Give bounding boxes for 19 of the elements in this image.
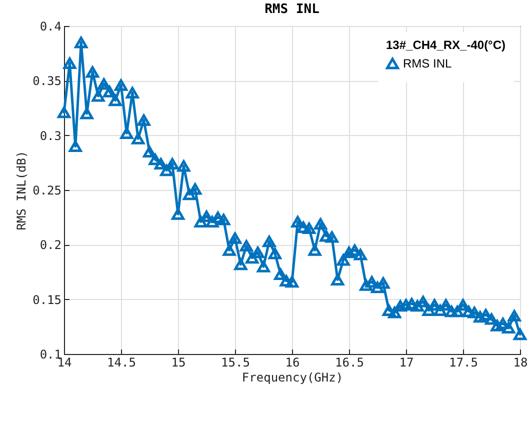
x-tick-label: 18: [513, 356, 528, 370]
y-tick-label: 0.2: [40, 238, 62, 252]
x-axis-title: Frequency(GHz): [242, 370, 344, 384]
x-tick-label: 16: [285, 356, 300, 370]
y-tick-label: 0.3: [40, 128, 62, 143]
y-tick-label: 0.15: [32, 292, 62, 307]
y-axis-title: RMS INL(dB): [14, 150, 29, 230]
y-tick-label: 0.25: [32, 184, 62, 198]
x-tick-label: 17.5: [449, 356, 478, 370]
x-tick-label: 16.5: [335, 356, 364, 370]
x-tick-label: 15.5: [221, 356, 250, 370]
legend-title: 13#_CH4_RX_-40(°C): [386, 38, 506, 52]
y-tick-label: 0.4: [40, 20, 62, 34]
legend-label: RMS INL: [403, 56, 452, 70]
x-tick-label: 17: [399, 356, 414, 370]
y-tick-label: 0.35: [32, 74, 62, 88]
x-tick-label: 14.5: [107, 356, 136, 370]
chart-title: RMS INL: [264, 2, 320, 17]
x-tick-label: 15: [171, 356, 186, 370]
